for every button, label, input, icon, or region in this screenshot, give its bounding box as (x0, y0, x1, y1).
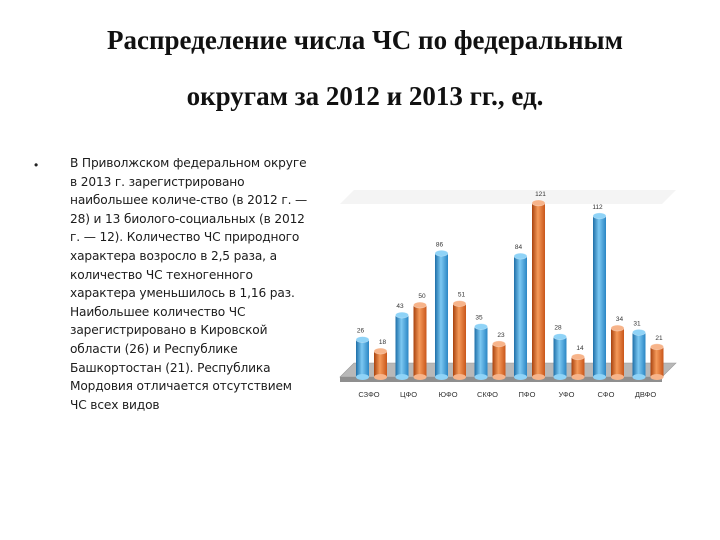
bar-b-6-base (611, 374, 624, 380)
bar-b-7-base (650, 374, 664, 380)
bar-b-6-body (611, 328, 624, 377)
bar-b-7-body (650, 346, 664, 377)
bar-b-0-top (373, 347, 388, 355)
data-label-a-0: 26 (357, 328, 365, 335)
data-label-a-2: 86 (436, 241, 444, 248)
data-label-a-3: 35 (475, 315, 483, 322)
bar-a-0-body (356, 339, 369, 377)
chart-floor (339, 362, 677, 378)
bar-b-0-base (374, 374, 387, 380)
data-label-b-7: 21 (655, 335, 663, 342)
bar-b-5-top (571, 353, 585, 361)
bar-a-3-body (474, 326, 488, 377)
bar-b-2-base (453, 374, 466, 380)
bar-a-3 (474, 323, 488, 380)
bar-a-1-top (395, 311, 409, 319)
bar-chart: 26 18 СЗФО 43 50 ЦФО 86 51 ЮФО 35 23 СКФО 84 121 ПФО 28… (339, 190, 677, 399)
bullet-paragraph: В Приволжском федеральном округе в 2013 … (70, 156, 308, 412)
bar-b-2-top (452, 300, 467, 307)
bar-a-0-base (356, 374, 369, 380)
data-label-a-7: 31 (633, 320, 641, 327)
bar-a-1-body (395, 315, 409, 377)
bar-b-3-top (492, 340, 506, 348)
x-tick-label-1: ЦФО (400, 390, 417, 399)
bar-b-7-top (650, 343, 664, 351)
data-label-b-3: 23 (497, 332, 505, 339)
bar-b-6-top (610, 324, 625, 332)
bar-a-6-body (593, 215, 606, 377)
bar-a-2 (434, 249, 449, 380)
bar-b-1-body (413, 305, 427, 377)
x-tick-label-5: УФО (558, 390, 574, 399)
bar-b-4-body (532, 202, 545, 377)
bar-a-4-body (514, 256, 527, 377)
bar-b-4 (531, 199, 546, 380)
x-tick-label-2: ЮФО (438, 390, 457, 399)
bar-a-5-top (553, 333, 567, 341)
x-tick-label-6: СФО (598, 390, 615, 399)
chart-back-wall (340, 190, 676, 204)
bar-b-5 (571, 353, 585, 380)
bar-b-3-body (492, 343, 506, 377)
bar-b-2-body (453, 303, 466, 377)
data-label-a-5: 28 (554, 325, 562, 332)
title-line-1: Распределение числа ЧС по федеральным (107, 25, 623, 55)
x-tick-label-7: ДВФО (635, 390, 657, 399)
bar-a-2-body (435, 253, 448, 377)
bar-b-6 (610, 324, 625, 380)
bar-b-3-base (492, 374, 506, 380)
slide-title: Распределение числа ЧС по федеральным ок… (40, 12, 690, 124)
bullet-marker: • (34, 158, 39, 172)
bar-a-7-base (632, 374, 646, 380)
bar-a-5 (553, 333, 567, 380)
bar-b-4-top (531, 199, 546, 207)
bar-a-7 (632, 329, 646, 380)
bar-a-0 (355, 336, 370, 380)
data-label-b-6: 34 (616, 316, 624, 323)
data-label-a-4: 84 (515, 244, 523, 251)
bar-a-5-base (553, 374, 567, 380)
bar-a-7-top (632, 329, 646, 336)
bar-a-0-top (355, 336, 370, 343)
bar-a-6-top (592, 212, 607, 220)
x-tick-label-4: ПФО (519, 390, 536, 399)
bar-a-6 (592, 212, 607, 380)
x-tick-label-3: СКФО (477, 390, 498, 399)
bar-a-7-body (632, 332, 646, 377)
bar-a-3-base (474, 374, 488, 380)
data-label-b-2: 51 (458, 292, 466, 299)
bar-a-3-top (474, 323, 488, 330)
data-label-b-4: 121 (535, 191, 546, 198)
bar-b-1-base (413, 374, 427, 380)
bar-a-5-body (553, 336, 567, 377)
bar-a-6-base (593, 374, 606, 380)
data-label-b-0: 18 (379, 339, 387, 346)
bar-a-4-base (514, 374, 527, 380)
bar-a-4 (513, 252, 528, 380)
bar-b-2 (452, 300, 467, 380)
bar-a-4-top (513, 252, 528, 260)
bar-a-2-top (434, 249, 449, 257)
data-label-b-5: 14 (576, 345, 584, 352)
x-tick-label-0: СЗФО (358, 390, 379, 399)
bar-a-2-base (435, 374, 448, 380)
bar-b-5-body (571, 356, 585, 377)
title-line-2: округам за 2012 и 2013 гг., ед. (186, 81, 544, 111)
bar-b-1 (413, 301, 427, 380)
data-label-a-1: 43 (396, 303, 404, 310)
data-label-b-1: 50 (418, 293, 426, 300)
bar-b-1-top (413, 301, 427, 309)
bar-a-1 (395, 311, 409, 380)
bar-b-3 (492, 340, 506, 380)
bar-b-7 (650, 343, 664, 380)
bar-a-1-base (395, 374, 409, 380)
bar-b-4-base (532, 374, 545, 380)
bar-b-0-body (374, 351, 387, 377)
bar-b-5-base (571, 374, 585, 380)
bar-b-0 (373, 347, 388, 380)
data-label-a-6: 112 (592, 204, 603, 211)
